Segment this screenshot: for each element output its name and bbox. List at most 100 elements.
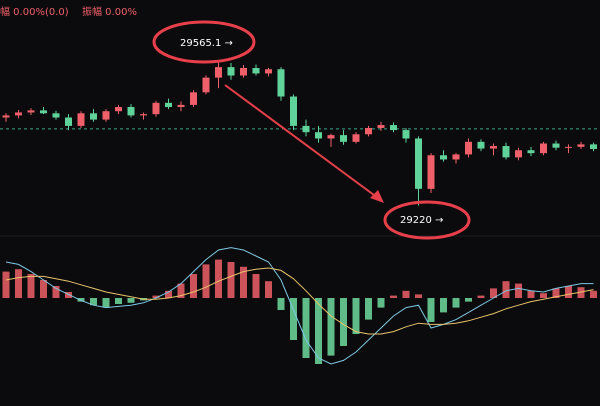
candle-body: [102, 111, 110, 120]
candle-body: [215, 67, 222, 78]
candle-body: [277, 69, 285, 97]
candle-body: [327, 135, 335, 139]
macd-bar: [590, 290, 597, 298]
macd-bar: [127, 298, 135, 303]
arrow: [224, 84, 379, 199]
macd-bar: [152, 295, 160, 298]
candle-body: [552, 143, 560, 148]
candle-body: [377, 125, 385, 128]
macd-bar: [227, 262, 235, 298]
candle-body: [115, 107, 122, 112]
macd-bar: [340, 298, 347, 346]
macd-bar: [165, 290, 172, 298]
candle-body: [202, 77, 210, 93]
candle-body: [452, 154, 460, 160]
annotation: 29565.1 →: [180, 38, 233, 49]
macd-bar: [390, 295, 397, 298]
macd-bar: [365, 298, 372, 320]
macd-bar: [552, 288, 560, 298]
macd-bar: [315, 298, 322, 364]
arrow-head: [370, 190, 384, 203]
macd-bar: [427, 298, 435, 322]
candle-body: [240, 67, 247, 76]
candle-body: [427, 155, 435, 189]
macd-bar: [440, 298, 447, 313]
macd-bar: [77, 298, 85, 302]
macd-bar: [490, 288, 497, 298]
candle-body: [540, 143, 547, 154]
candle-body: [65, 117, 72, 126]
candle-body: [127, 107, 135, 116]
candle-body: [140, 114, 147, 116]
candle-body: [27, 110, 35, 113]
candle-body: [152, 102, 160, 115]
macd-bar: [377, 298, 385, 308]
macd-bar: [502, 281, 510, 298]
macd-bar: [177, 283, 185, 298]
candle-body: [415, 138, 422, 189]
info-label: 幅 0.00%(0.0): [0, 5, 69, 18]
candle-body: [402, 130, 410, 139]
macd-line: [5, 267, 594, 335]
candle-body: [365, 127, 372, 135]
macd-bar: [2, 271, 10, 298]
macd-bar: [202, 264, 210, 298]
candle-body: [302, 125, 310, 133]
candle-body: [52, 113, 60, 118]
macd-bar: [215, 259, 222, 298]
candle-body: [15, 112, 22, 116]
macd-bar: [265, 281, 272, 298]
macd-bar: [290, 298, 297, 340]
macd-bar: [327, 298, 335, 356]
macd-bar: [90, 298, 97, 306]
candle-body: [340, 135, 347, 142]
annotation: 29220 →: [400, 215, 443, 226]
macd-bar: [52, 286, 60, 298]
macd-bar: [302, 298, 310, 358]
macd-bar: [102, 298, 110, 308]
candle-body: [227, 67, 235, 76]
macd-bar: [252, 274, 260, 298]
candle-body: [352, 134, 360, 142]
candle-body: [265, 69, 272, 74]
macd-bar: [540, 293, 547, 298]
macd-bar: [277, 298, 285, 310]
candle-body: [2, 115, 10, 118]
candle-body: [590, 144, 597, 149]
macd-bar: [65, 292, 72, 298]
candle-body: [40, 110, 47, 114]
macd-bar: [477, 295, 485, 298]
candle-body: [440, 155, 447, 160]
macd-bar: [577, 287, 585, 298]
candle-body: [390, 125, 397, 131]
highlight-ellipse: [152, 20, 256, 64]
macd-bar: [402, 290, 410, 298]
macd-bar: [527, 290, 535, 298]
candle-body: [502, 146, 510, 158]
candle-body: [177, 104, 185, 108]
candle-body: [252, 67, 260, 74]
candle-body: [490, 146, 497, 149]
macd-bar: [465, 298, 472, 302]
candle-body: [315, 132, 322, 139]
macd-bar: [15, 269, 22, 298]
candle-body: [527, 150, 535, 154]
candle-body: [465, 141, 472, 155]
macd-bar: [40, 280, 47, 298]
macd-bar: [565, 286, 572, 298]
macd-bar: [515, 283, 522, 298]
candle-body: [477, 141, 485, 149]
plot: [0, 60, 600, 365]
macd-bar: [27, 274, 35, 298]
macd-bar: [415, 294, 422, 298]
candle-body: [515, 150, 522, 158]
candle-body: [565, 146, 572, 148]
candle-body: [290, 96, 297, 126]
macd-bar: [452, 298, 460, 308]
candle-body: [77, 113, 85, 126]
candle-body: [90, 113, 97, 120]
macd-bar: [240, 266, 247, 298]
